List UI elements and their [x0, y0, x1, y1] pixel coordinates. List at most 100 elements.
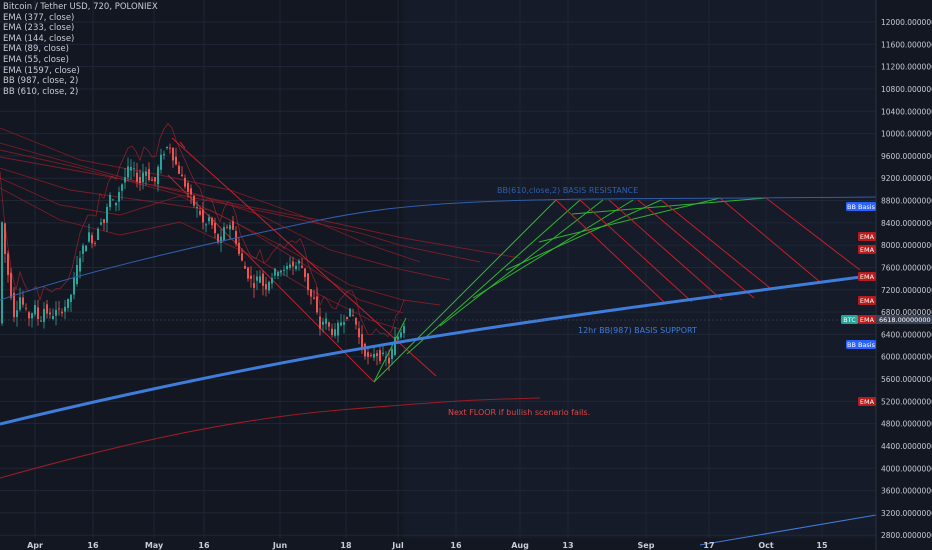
candle-body [268, 281, 270, 291]
legend-ema-377[interactable]: EMA (377, close) [3, 12, 75, 23]
candle-body [163, 154, 165, 156]
y-tick-label: 9200.00000000 [881, 174, 932, 183]
y-tick-label: 3600.00000000 [881, 487, 932, 496]
candle-body [277, 272, 279, 276]
candle-body [184, 177, 186, 187]
y-tick-label: 10000.00000000 [881, 130, 932, 139]
candle-body [85, 245, 87, 252]
candle-body [316, 296, 318, 313]
chart-title[interactable]: Bitcoin / Tether USD, 720, POLONIEX [3, 2, 158, 12]
candle-body [355, 318, 357, 325]
candle-body [151, 179, 153, 181]
candle-body [10, 272, 12, 298]
badge-ema-3-bg [858, 272, 876, 281]
candle-body [121, 184, 123, 191]
candle-body [76, 265, 78, 284]
legend-bb-987[interactable]: BB (987, close, 2) [3, 76, 79, 87]
candle-body [394, 337, 396, 355]
candle-body [241, 253, 243, 261]
badge-bb-basis-bottom: BB Basis [847, 341, 876, 349]
y-tick-label: 4000.00000000 [881, 464, 932, 473]
candle-body [220, 236, 222, 243]
ema-line [0, 149, 481, 263]
legend-ema-55[interactable]: EMA (55, close) [3, 54, 69, 65]
badge-ema-2-bg [858, 245, 876, 254]
candle-body [361, 333, 363, 348]
candle-body [208, 217, 210, 222]
x-tick-label: Apr [27, 541, 43, 550]
candle-body [256, 276, 258, 281]
x-tick-label: 16 [450, 541, 462, 550]
green-channel-line [505, 199, 662, 271]
badge-ema-5: EMA [860, 316, 875, 324]
green-channel-base [373, 317, 407, 383]
red-channel-line [637, 199, 755, 299]
candle-body [109, 194, 111, 208]
candle-body [82, 245, 84, 254]
candle-body [334, 329, 336, 336]
bb610-basis-resistance [0, 196, 877, 301]
x-tick-label: 15 [816, 541, 828, 550]
y-axis[interactable]: 12000.00000000 11600.00000000 11200.000000… [875, 0, 932, 550]
candle-body [322, 321, 324, 325]
candle-body [265, 283, 267, 290]
y-tick-label: 11200.00000000 [881, 63, 932, 72]
y-tick-label: 4400.00000000 [881, 442, 932, 451]
candle-body [19, 297, 21, 310]
candle-body [166, 146, 168, 149]
x-tick-label: Jul [391, 541, 404, 550]
candle-body [142, 172, 144, 183]
candle-body [304, 268, 306, 278]
y-tick-label: 12000.00000000 [881, 18, 932, 27]
candle-body [217, 234, 219, 243]
candle-body [79, 258, 81, 272]
legend-ema-233[interactable]: EMA (233, close) [3, 23, 75, 34]
legend-ema-89[interactable]: EMA (89, close) [3, 44, 69, 55]
candle-body [388, 357, 390, 364]
red-channel-line [719, 197, 821, 283]
legend-bb-610[interactable]: BB (610, close, 2) [3, 86, 79, 97]
ema-line [0, 142, 521, 259]
badge-bb-basis-top-bg [846, 202, 876, 211]
legend-ema-144[interactable]: EMA (144, close) [3, 33, 75, 44]
x-tick-label: May [145, 541, 164, 550]
candle-body [295, 265, 297, 270]
candle-body [106, 206, 108, 223]
legend-ema-1597[interactable]: EMA (1597, close) [3, 65, 80, 76]
y-tick-label: 5600.00000000 [881, 375, 932, 384]
badge-ema-5-bg [858, 315, 876, 324]
candle-body [145, 171, 147, 176]
candle-body [331, 328, 333, 336]
candle-body [13, 292, 15, 318]
candle-body [373, 353, 375, 358]
candle-body [391, 349, 393, 359]
candle-body [94, 243, 96, 245]
y-tick-label: 7600.00000000 [881, 263, 932, 272]
green-channel-line [538, 197, 721, 243]
x-tick-label: Sep [638, 541, 655, 550]
ema-line [0, 177, 404, 314]
green-channel-line [373, 199, 557, 383]
candle-body [124, 177, 126, 183]
x-axis[interactable]: Apr 16 May 16 Jun 18 Jul 16 Aug 13 Sep 17 Oct 15 [27, 541, 828, 550]
candle-body [52, 315, 54, 320]
y-tick-label: 10400.00000000 [881, 107, 932, 116]
bb987-basis-support [0, 273, 877, 426]
candle-body [205, 224, 207, 226]
downtrend-channel-cap [179, 141, 186, 149]
candle-body [226, 226, 228, 228]
candle-body [196, 207, 198, 209]
candle-body [349, 308, 351, 317]
badge-ema-1: EMA [860, 233, 875, 241]
x-tick-label: 18 [340, 541, 352, 550]
basis-lines [0, 196, 877, 546]
grid [0, 0, 876, 538]
lower-band-line [699, 514, 877, 546]
badge-price-bg [876, 315, 932, 324]
badge-ema-4-bg [858, 296, 876, 305]
y-tick-label: 4800.00000000 [881, 420, 932, 429]
x-tick-label: Oct [758, 541, 774, 550]
candle-body [16, 310, 18, 318]
